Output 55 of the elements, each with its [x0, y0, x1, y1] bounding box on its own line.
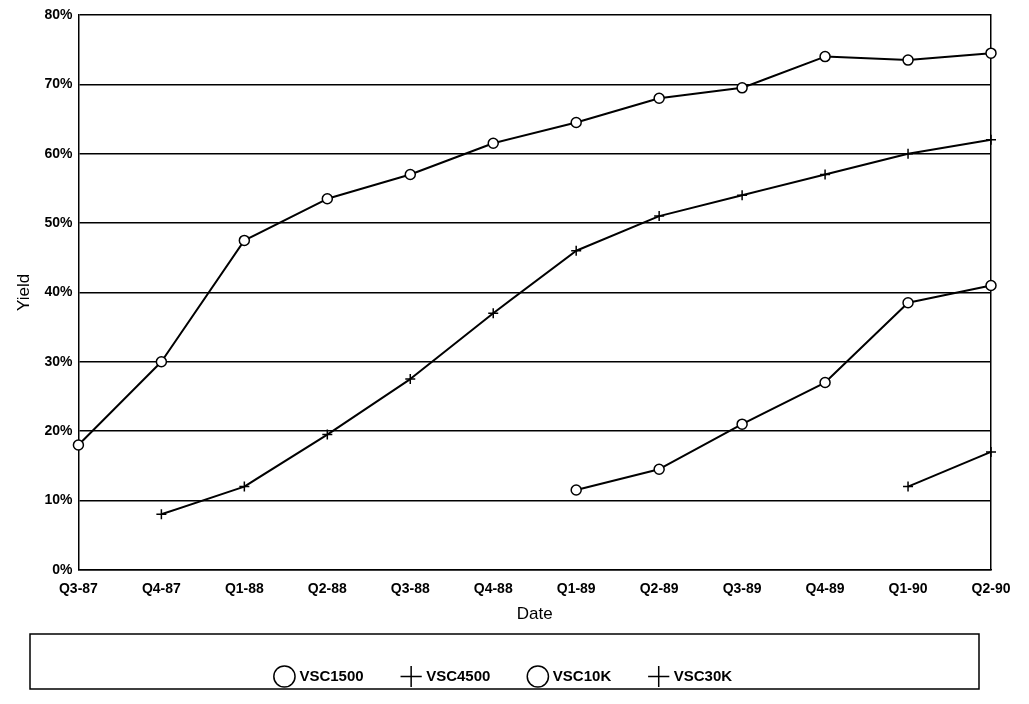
y-tick-label: 10%: [44, 491, 73, 508]
point: [570, 484, 582, 496]
x-tick-label: Q4-87: [141, 580, 182, 597]
point: [155, 356, 168, 368]
point: [902, 297, 914, 309]
point: [487, 307, 499, 319]
point: [321, 193, 334, 205]
point: [404, 373, 417, 385]
point: [653, 210, 665, 222]
point: [736, 418, 748, 430]
y-tick-label: 70%: [44, 75, 73, 92]
legend-label: VSC4500: [426, 666, 491, 684]
y-tick-label: 50%: [44, 213, 73, 230]
x-tick-label: Q4-88: [473, 580, 513, 597]
x-tick-label: Q1-90: [888, 580, 928, 597]
y-tick-label: 40%: [44, 283, 73, 300]
y-tick-label: 80%: [44, 5, 73, 22]
x-tick-label: Q3-87: [58, 580, 99, 597]
point: [736, 189, 748, 202]
legend-label: VSC30K: [673, 666, 733, 684]
point: [155, 508, 168, 521]
x-tick-label: Q2-90: [971, 580, 1011, 597]
point: [819, 50, 831, 63]
x-tick-label: Q3-89: [722, 580, 762, 597]
x-tick-label: Q2-88: [307, 580, 347, 597]
x-tick-label: Q4-89: [805, 580, 845, 597]
point: [902, 480, 914, 493]
point: [902, 54, 914, 66]
point: [238, 480, 251, 493]
y-axis-title: Yield: [13, 273, 33, 311]
point: [819, 376, 831, 389]
x-tick-label: Q2-89: [639, 580, 679, 597]
point: [570, 245, 582, 257]
point: [653, 92, 665, 104]
point: [238, 234, 251, 247]
point: [653, 463, 665, 475]
x-axis-title: Date: [516, 604, 553, 624]
point: [72, 439, 85, 451]
y-tick-label: 60%: [44, 144, 73, 161]
y-tick-label: 30%: [44, 352, 73, 369]
legend-label: VSC1500: [299, 666, 364, 684]
legend-label: VSC10K: [552, 666, 612, 684]
y-tick-label: 0%: [52, 560, 73, 577]
y-tick-label: 20%: [44, 421, 73, 438]
point: [570, 116, 582, 129]
point: [819, 168, 831, 181]
point: [404, 168, 417, 181]
point: [985, 279, 997, 292]
point: [985, 47, 997, 59]
x-tick-label: Q1-88: [224, 580, 265, 597]
point: [487, 137, 499, 150]
point: [736, 82, 748, 94]
x-tick-label: Q3-88: [390, 580, 430, 597]
x-tick-label: Q1-89: [556, 580, 596, 597]
point: [321, 428, 334, 441]
